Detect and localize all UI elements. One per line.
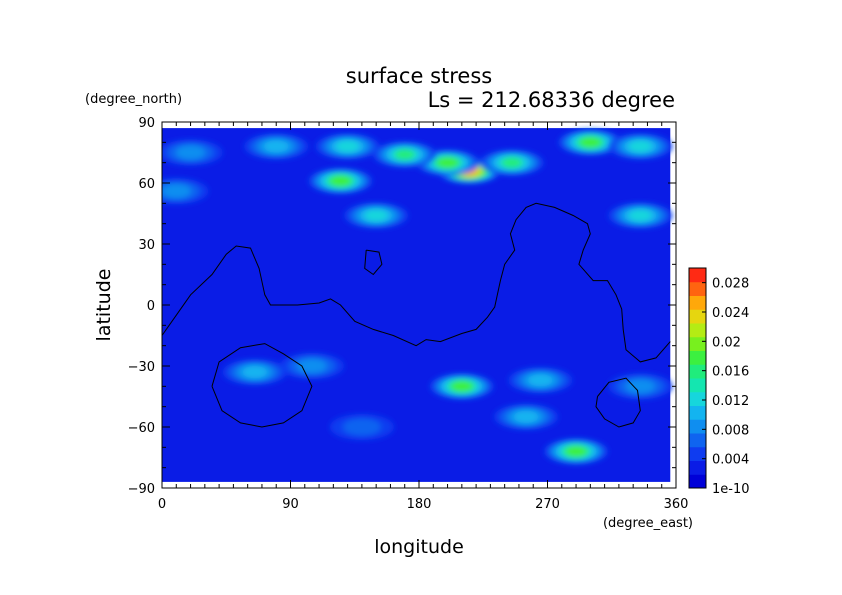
- stress-hotspot: [608, 133, 673, 160]
- y-tick-label: 0: [147, 299, 155, 314]
- coastline: [595, 377, 641, 428]
- colorbar-swatch: [689, 323, 706, 338]
- colorbar-swatch: [689, 281, 706, 296]
- stress-hotspot: [222, 359, 287, 386]
- coastline-contours: [162, 202, 671, 428]
- stress-hotspot: [544, 438, 609, 465]
- colorbar-swatch: [689, 295, 706, 310]
- colorbar-swatch: [689, 309, 706, 324]
- colorbar: 1e-10 0.004 0.008 0.012 0.016 0.02 0.024 0.028: [688, 267, 750, 497]
- colorbar-swatch: [689, 391, 706, 406]
- stress-hotspot: [508, 367, 573, 394]
- x-tick-label: 180: [407, 497, 432, 512]
- colorbar-tick-label: 0.004: [712, 453, 749, 468]
- colorbar-swatch: [689, 268, 706, 283]
- stress-hotspot: [162, 139, 223, 166]
- stress-field: [162, 128, 673, 482]
- stress-hotspot: [162, 178, 209, 205]
- stress-hotspot: [279, 353, 344, 379]
- coastline: [211, 343, 313, 428]
- x-axis-label: longitude: [374, 536, 464, 558]
- colorbar-swatch: [689, 378, 706, 393]
- colorbar-tick-label: 0.024: [712, 306, 749, 321]
- stress-hotspot: [479, 149, 544, 176]
- y-units-label: (degree_north): [85, 92, 182, 107]
- colorbar-frame: [688, 267, 707, 489]
- colorbar-swatch: [689, 460, 706, 475]
- colorbar-tick-label: 1e-10: [712, 482, 750, 497]
- chart-subtitle: Ls = 212.68336 degree: [428, 88, 675, 112]
- colorbar-swatch: [689, 364, 706, 379]
- y-tick-label: −30: [128, 360, 155, 375]
- colorbar-tick-label: 0.028: [712, 277, 749, 292]
- stress-hotspot: [308, 167, 373, 194]
- y-tick-label: 90: [138, 116, 155, 131]
- x-tick-label: 270: [535, 497, 560, 512]
- y-tick-label: −60: [128, 421, 155, 436]
- stress-hotspot: [429, 373, 494, 400]
- colorbar-tick-label: 0.012: [712, 394, 749, 409]
- x-tick-label: 360: [664, 497, 689, 512]
- x-tick-label: 90: [282, 497, 299, 512]
- stress-hotspot: [329, 414, 394, 440]
- stress-hotspot: [344, 202, 409, 229]
- field-background: [162, 128, 671, 482]
- colorbar-swatch: [689, 405, 706, 420]
- stress-hotspot: [494, 403, 559, 430]
- y-tick-label: 30: [138, 238, 155, 253]
- y-tick-label: 60: [138, 177, 155, 192]
- colorbar-tick-label: 0.016: [712, 365, 749, 380]
- colorbar-swatch: [689, 350, 706, 365]
- colorbar-swatch: [689, 474, 706, 489]
- colorbar-swatch: [689, 446, 706, 461]
- stress-hotspot: [608, 373, 673, 400]
- colorbar-swatch: [689, 336, 706, 351]
- stress-hotspot: [608, 202, 673, 229]
- y-axis-label: latitude: [93, 269, 115, 342]
- coastline: [364, 249, 383, 276]
- x-tick-label: 0: [158, 497, 166, 512]
- chart-title: surface stress: [346, 64, 492, 88]
- stress-hotspot: [372, 141, 437, 168]
- colorbar-swatch: [689, 433, 706, 448]
- x-units-label: (degree_east): [603, 516, 693, 531]
- stress-hotspot: [244, 133, 309, 160]
- coastline: [162, 202, 671, 363]
- colorbar-tick-label: 0.008: [712, 423, 749, 438]
- y-axis-ticks: 90 60 30 0 −30 −60 −90: [128, 116, 676, 497]
- stress-hotspot: [315, 133, 380, 160]
- y-tick-label: −90: [128, 482, 155, 497]
- colorbar-tick-label: 0.02: [712, 335, 741, 350]
- stress-hotspot: [415, 149, 480, 176]
- colorbar-swatch: [689, 419, 706, 434]
- x-axis-ticks: 0 90 180 270 360: [158, 122, 689, 512]
- stress-hotspot: [558, 129, 623, 156]
